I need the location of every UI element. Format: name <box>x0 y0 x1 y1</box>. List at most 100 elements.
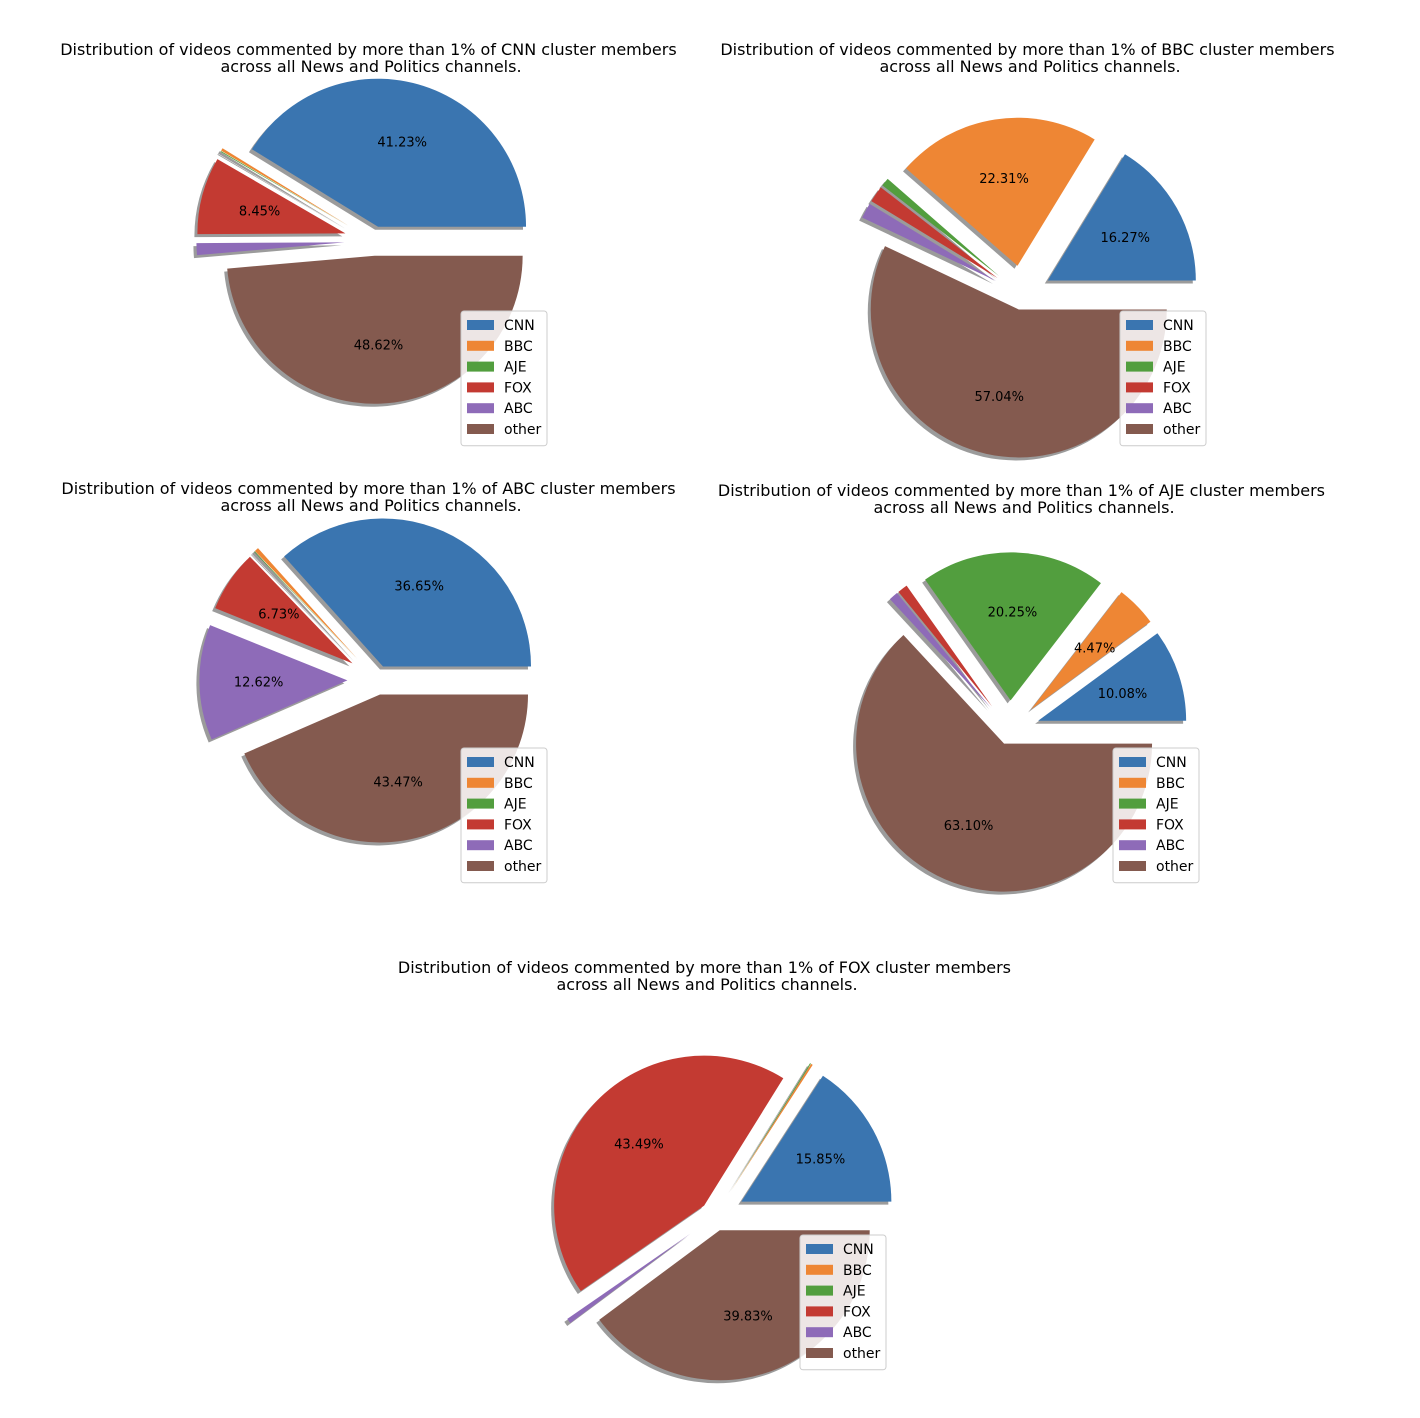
legend-swatch-other <box>806 1348 833 1358</box>
pie-slice-fox <box>554 1055 784 1292</box>
legend-swatch-fox <box>467 819 494 830</box>
slice-label-cnn: 10.08% <box>1098 687 1148 702</box>
slice-labels: 41.23% 8.45% 48.62% <box>239 135 427 353</box>
slice-label-other: 39.83% <box>723 1310 773 1325</box>
legend-swatch-other <box>467 861 494 871</box>
slice-wedges <box>856 552 1187 892</box>
legend-swatch-fox <box>1126 382 1153 393</box>
legend-swatch-cnn <box>467 757 494 767</box>
pie-slice-abc <box>567 1233 691 1323</box>
legend-swatch-aje <box>1119 798 1146 809</box>
legend-label-other: other <box>843 1346 881 1362</box>
pie-slice-fox <box>197 159 346 235</box>
legend-label-aje: AJE <box>504 360 527 376</box>
slice-label-cnn: 16.27% <box>1100 231 1150 246</box>
pie-slice-aje <box>882 178 1000 277</box>
legend-swatch-abc <box>1119 840 1146 851</box>
legend-label-aje: AJE <box>843 1284 866 1300</box>
slice-label-other: 48.62% <box>354 339 404 354</box>
pie-slice-other <box>244 694 529 843</box>
slice-labels: 36.65% 6.73% 12.62% 43.47% <box>234 579 444 790</box>
pie-slice-bbc <box>731 1063 813 1191</box>
pie-slice-cnn <box>1038 633 1187 721</box>
chart-title: Distribution of videos commented by more… <box>61 479 680 515</box>
legend-label-aje: AJE <box>1156 797 1179 813</box>
slice-shadow-bbc <box>251 551 354 662</box>
legend-label-fox: FOX <box>1163 380 1191 396</box>
legend-label-abc: ABC <box>843 1325 872 1341</box>
slice-shadow-aje <box>251 554 354 662</box>
slice-label-bbc: 4.47% <box>1074 641 1115 656</box>
legend-swatch-fox <box>806 1306 833 1317</box>
pie-slice-cnn <box>284 518 532 667</box>
slice-labels: 16.27% 22.31% 57.04% <box>974 172 1150 405</box>
legend-swatch-bbc <box>1126 340 1153 351</box>
pie-slice-abc <box>862 203 996 281</box>
legend-swatch-other <box>1126 424 1153 434</box>
legend-swatch-bbc <box>467 340 494 351</box>
legend-label-cnn: CNN <box>1163 318 1194 334</box>
chart-title: Distribution of videos commented by more… <box>60 40 682 76</box>
slice-label-bbc: 22.31% <box>979 172 1029 187</box>
legend-swatch-abc <box>467 403 494 414</box>
pie-slice-bbc <box>1031 592 1151 710</box>
legend-swatch-abc <box>467 840 494 851</box>
slice-shadow-aje <box>727 1066 808 1194</box>
chart-panel-aje: Distribution of videos commented by more… <box>718 481 1330 895</box>
legend-swatch-aje <box>1126 361 1153 372</box>
pie-slice-aje <box>925 552 1101 701</box>
pie-slice-bbc <box>221 148 349 226</box>
pie-slice-aje <box>730 1063 811 1191</box>
legend-swatch-aje <box>467 361 494 372</box>
legend-swatch-cnn <box>806 1244 833 1254</box>
legend-label-bbc: BBC <box>504 776 533 792</box>
pie-slice-cnn <box>741 1075 892 1202</box>
slice-labels: 10.08% 4.47% 20.25% 63.10% <box>944 606 1148 834</box>
slice-wedges <box>862 117 1196 458</box>
legend-label-other: other <box>504 859 542 875</box>
legend-label-abc: ABC <box>1163 401 1192 417</box>
legend-label-aje: AJE <box>1163 360 1186 376</box>
legend-swatch-fox <box>467 382 494 393</box>
pie-slice-aje <box>220 150 349 227</box>
legend-swatch-cnn <box>1126 320 1153 330</box>
legend-label-bbc: BBC <box>1163 339 1192 355</box>
legend-label-fox: FOX <box>843 1304 871 1320</box>
slice-wedges <box>196 78 527 404</box>
legend-label-other: other <box>1156 859 1194 875</box>
legend-label-bbc: BBC <box>504 339 533 355</box>
legend-swatch-bbc <box>1119 777 1146 788</box>
slice-label-fox: 6.73% <box>258 608 299 623</box>
legend-label-cnn: CNN <box>504 755 535 771</box>
slice-labels: 15.85% 43.49% 39.83% <box>614 1138 845 1325</box>
chart-title: Distribution of videos commented by more… <box>718 481 1330 517</box>
legend-label-cnn: CNN <box>843 1242 874 1258</box>
chart-title: Distribution of videos commented by more… <box>398 958 1016 994</box>
slice-label-fox: 8.45% <box>239 205 280 220</box>
legend-swatch-cnn <box>467 320 494 330</box>
legend-label-cnn: CNN <box>504 318 535 334</box>
legend-label-aje: AJE <box>504 797 527 813</box>
pie-slice-cnn <box>1047 154 1196 281</box>
pie-slice-other <box>856 635 1153 892</box>
pie-slice-abc <box>196 242 345 256</box>
legend-label-other: other <box>1163 422 1201 438</box>
slice-shadow-bbc <box>218 151 346 229</box>
legend-swatch-cnn <box>1119 757 1146 767</box>
slice-label-cnn: 41.23% <box>377 135 427 150</box>
legend-label-fox: FOX <box>504 817 532 833</box>
pie-slice-abc <box>889 593 991 708</box>
legend-label-other: other <box>504 422 542 438</box>
pie-slice-bbc <box>254 548 357 659</box>
legend-swatch-abc <box>1126 403 1153 414</box>
legend-swatch-other <box>1119 861 1146 871</box>
slice-label-cnn: 15.85% <box>796 1153 846 1168</box>
pie-slice-other <box>870 246 1167 458</box>
legend-label-abc: ABC <box>504 401 533 417</box>
chart-panel-cnn: Distribution of videos commented by more… <box>60 40 682 447</box>
pie-slice-fox <box>898 585 993 707</box>
legend-swatch-bbc <box>467 777 494 788</box>
pie-slice-aje <box>254 551 357 659</box>
legend-label-cnn: CNN <box>1156 755 1187 771</box>
legend-label-abc: ABC <box>1156 838 1185 854</box>
